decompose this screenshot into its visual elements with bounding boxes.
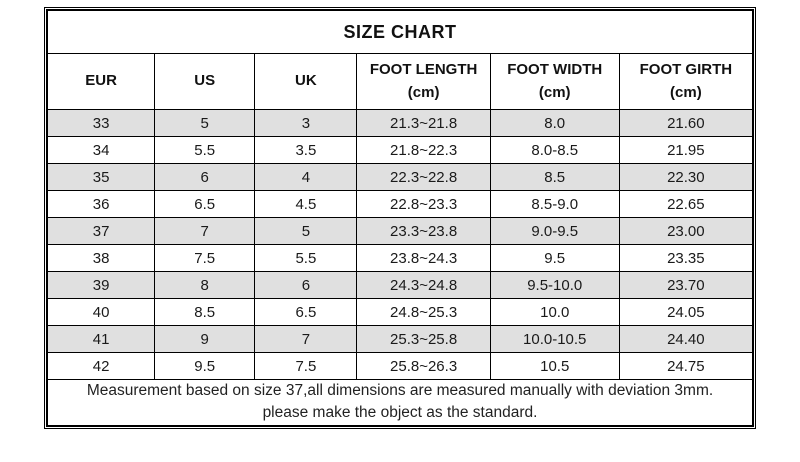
table-cell: 9.5 [154, 352, 256, 380]
table-cell: 7.5 [254, 352, 358, 380]
table-cell: 7.5 [154, 244, 256, 272]
table-row: 41 9 7 25.3~25.8 10.0-10.5 24.40 [46, 325, 754, 353]
table-cell: 23.00 [618, 217, 754, 245]
size-table-body: 33 5 3 21.3~21.8 8.0 21.60 34 5.5 3.5 21.8~22.3 8.… [46, 109, 754, 380]
title-row: SIZE CHART [47, 10, 753, 54]
column-header-unit: (cm) [407, 83, 440, 101]
table-row: 35 6 4 22.3~22.8 8.5 22.30 [46, 163, 754, 191]
table-cell: 22.3~22.8 [356, 163, 491, 191]
table-cell: 8.5 [154, 298, 256, 326]
table-cell: 22.65 [618, 190, 754, 218]
table-cell: 23.8~24.3 [356, 244, 491, 272]
table-cell: 10.5 [489, 352, 620, 380]
table-cell: 25.8~26.3 [356, 352, 491, 380]
table-cell: 23.35 [618, 244, 754, 272]
table-cell: 6.5 [154, 190, 256, 218]
table-cell: 9 [154, 325, 256, 353]
table-cell: 39 [46, 271, 156, 299]
table-cell: 9.0-9.5 [489, 217, 620, 245]
table-cell: 41 [46, 325, 156, 353]
table-row: 34 5.5 3.5 21.8~22.3 8.0-8.5 21.95 [46, 136, 754, 164]
table-row: 39 8 6 24.3~24.8 9.5-10.0 23.70 [46, 271, 754, 299]
column-header-label: UK [295, 72, 317, 90]
table-row: 36 6.5 4.5 22.8~23.3 8.5-9.0 22.65 [46, 190, 754, 218]
table-cell: 23.70 [618, 271, 754, 299]
table-cell: 35 [46, 163, 156, 191]
footer-row: Measurement based on size 37,all dimensi… [47, 379, 753, 426]
table-cell: 24.75 [618, 352, 754, 380]
table-cell: 8.5 [489, 163, 620, 191]
column-header-foot-length: FOOT LENGTH (cm) [356, 53, 491, 110]
table-row: 42 9.5 7.5 25.8~26.3 10.5 24.75 [46, 352, 754, 380]
table-cell: 38 [46, 244, 156, 272]
column-header-label: FOOT WIDTH [507, 61, 603, 78]
table-cell: 7 [254, 325, 358, 353]
table-cell: 21.60 [618, 109, 754, 137]
table-cell: 3 [254, 109, 358, 137]
table-cell: 25.3~25.8 [356, 325, 491, 353]
table-cell: 21.8~22.3 [356, 136, 491, 164]
table-cell: 24.05 [618, 298, 754, 326]
table-cell: 3.5 [254, 136, 358, 164]
footer-line-1: Measurement based on size 37,all dimensi… [86, 382, 714, 399]
column-header-label: EUR [85, 72, 117, 90]
size-chart-table: SIZE CHART EUR US UK [46, 10, 754, 426]
table-cell: 5 [154, 109, 256, 137]
table-cell: 40 [46, 298, 156, 326]
table-cell: 36 [46, 190, 156, 218]
table-cell: 34 [46, 136, 156, 164]
table-cell: 8.0 [489, 109, 620, 137]
table-cell: 6.5 [254, 298, 358, 326]
column-header-us: US [154, 53, 256, 110]
table-cell: 37 [46, 217, 156, 245]
table-cell: 33 [46, 109, 156, 137]
table-cell: 22.8~23.3 [356, 190, 491, 218]
table-row: 33 5 3 21.3~21.8 8.0 21.60 [46, 109, 754, 137]
column-header-unit: (cm) [670, 83, 702, 101]
column-header-eur: EUR [46, 53, 156, 110]
table-cell: 8.0-8.5 [489, 136, 620, 164]
table-row: 37 7 5 23.3~23.8 9.0-9.5 23.00 [46, 217, 754, 245]
table-cell: 24.3~24.8 [356, 271, 491, 299]
table-cell: 5 [254, 217, 358, 245]
table-cell: 24.8~25.3 [356, 298, 491, 326]
column-header-label: FOOT LENGTH [369, 61, 478, 78]
table-cell: 6 [254, 271, 358, 299]
column-header-foot-girth: FOOT GIRTH (cm) [618, 53, 754, 110]
table-cell: 22.30 [618, 163, 754, 191]
table-cell: 4.5 [254, 190, 358, 218]
table-cell: 5.5 [254, 244, 358, 272]
footer-line-2: please make the object as the standard. [262, 404, 538, 422]
table-cell: 9.5 [489, 244, 620, 272]
table-cell: 10.0 [489, 298, 620, 326]
column-header-label: FOOT GIRTH [639, 61, 733, 78]
table-cell: 42 [46, 352, 156, 380]
table-row: 40 8.5 6.5 24.8~25.3 10.0 24.05 [46, 298, 754, 326]
header-row: EUR US UK FOOT LENGTH (cm) [46, 53, 754, 110]
table-title: SIZE CHART [47, 10, 753, 54]
column-header-unit: (cm) [538, 83, 571, 101]
table-cell: 6 [154, 163, 256, 191]
table-cell: 5.5 [154, 136, 256, 164]
table-cell: 8 [154, 271, 256, 299]
table-cell: 23.3~23.8 [356, 217, 491, 245]
size-chart-container: SIZE CHART EUR US UK [44, 7, 756, 429]
footer-note: Measurement based on size 37,all dimensi… [47, 379, 753, 426]
table-row: 38 7.5 5.5 23.8~24.3 9.5 23.35 [46, 244, 754, 272]
table-cell: 8.5-9.0 [489, 190, 620, 218]
column-header-label: US [194, 72, 216, 90]
table-cell: 7 [154, 217, 256, 245]
table-cell: 24.40 [618, 325, 754, 353]
table-cell: 21.3~21.8 [356, 109, 491, 137]
column-header-uk: UK [254, 53, 358, 110]
table-cell: 10.0-10.5 [489, 325, 620, 353]
table-cell: 21.95 [618, 136, 754, 164]
table-cell: 9.5-10.0 [489, 271, 620, 299]
column-header-foot-width: FOOT WIDTH (cm) [489, 53, 620, 110]
table-cell: 4 [254, 163, 358, 191]
